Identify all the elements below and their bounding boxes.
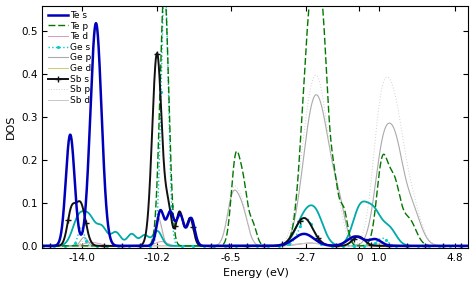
Sb p (111, 244, 117, 248)
Sb d (30, 244, 36, 248)
Ge p (313, 93, 319, 97)
Te p (111, 244, 117, 248)
X-axis label: Energy (eV): Energy (eV) (222, 268, 288, 278)
Sb s (200, 244, 206, 248)
Te p (200, 244, 206, 248)
Sb s (396, 244, 402, 248)
Ge d (320, 242, 326, 246)
Sb s (111, 244, 117, 248)
Ge s (30, 244, 36, 248)
Sb d (200, 244, 206, 248)
Line: Te p: Te p (33, 0, 474, 246)
Line: Te d: Te d (33, 242, 474, 246)
Sb p (30, 244, 36, 248)
Te s (320, 242, 326, 245)
Ge s (396, 244, 402, 248)
Ge d (200, 244, 206, 248)
Ge d (396, 244, 402, 247)
Ge p (396, 146, 402, 149)
Te d (30, 244, 36, 248)
Ge s (200, 244, 206, 248)
Legend: Te s, Te p, Te d, Ge s, Ge p, Ge d, Sb s, Sb p, Sb d: Te s, Te p, Te d, Ge s, Ge p, Ge d, Sb s… (47, 10, 92, 106)
Line: Sb d: Sb d (33, 243, 474, 246)
Ge s (363, 244, 368, 248)
Te s (200, 244, 206, 247)
Line: Ge p: Ge p (33, 95, 474, 246)
Sb d (297, 242, 303, 246)
Sb p (297, 166, 303, 169)
Sb d (363, 243, 368, 247)
Te d (320, 243, 326, 246)
Sb d (320, 243, 326, 246)
Te p (363, 243, 368, 247)
Te s (363, 238, 368, 242)
Ge d (307, 242, 313, 245)
Te s (30, 244, 36, 248)
Te d (200, 244, 206, 248)
Ge p (297, 184, 303, 188)
Te d (363, 244, 368, 248)
Ge s (111, 244, 117, 248)
Sb p (320, 95, 326, 98)
Line: Ge s: Ge s (31, 0, 474, 248)
Line: Sb p: Sb p (33, 75, 474, 246)
Ge d (30, 244, 36, 248)
Te d (396, 244, 402, 248)
Te p (30, 244, 36, 248)
Te s (396, 244, 402, 248)
Te d (158, 240, 164, 243)
Ge p (200, 244, 206, 248)
Y-axis label: DOS: DOS (6, 115, 16, 139)
Te s (111, 243, 117, 246)
Ge p (30, 244, 36, 248)
Te p (396, 192, 402, 195)
Ge d (111, 244, 117, 248)
Sb s (320, 241, 326, 245)
Line: Te s: Te s (33, 23, 474, 246)
Sb p (363, 222, 368, 225)
Sb p (313, 73, 319, 77)
Sb d (307, 242, 313, 245)
Sb d (111, 244, 117, 248)
Te s (297, 233, 303, 237)
Te s (93, 22, 99, 25)
Line: Ge d: Ge d (33, 243, 474, 246)
Sb s (363, 239, 368, 243)
Ge d (297, 242, 303, 245)
Te p (320, 4, 326, 8)
Line: Sb s: Sb s (30, 50, 474, 249)
Sb p (200, 244, 206, 248)
Ge s (320, 243, 326, 246)
Ge s (297, 225, 303, 228)
Sb p (396, 114, 402, 117)
Ge p (320, 108, 326, 112)
Ge d (363, 243, 368, 247)
Te p (297, 147, 303, 151)
Sb d (396, 244, 402, 247)
Sb s (297, 219, 303, 222)
Sb s (30, 244, 36, 248)
Ge p (363, 235, 368, 238)
Te d (297, 242, 303, 246)
Sb s (154, 51, 160, 55)
Ge p (111, 244, 117, 248)
Te d (111, 244, 117, 247)
